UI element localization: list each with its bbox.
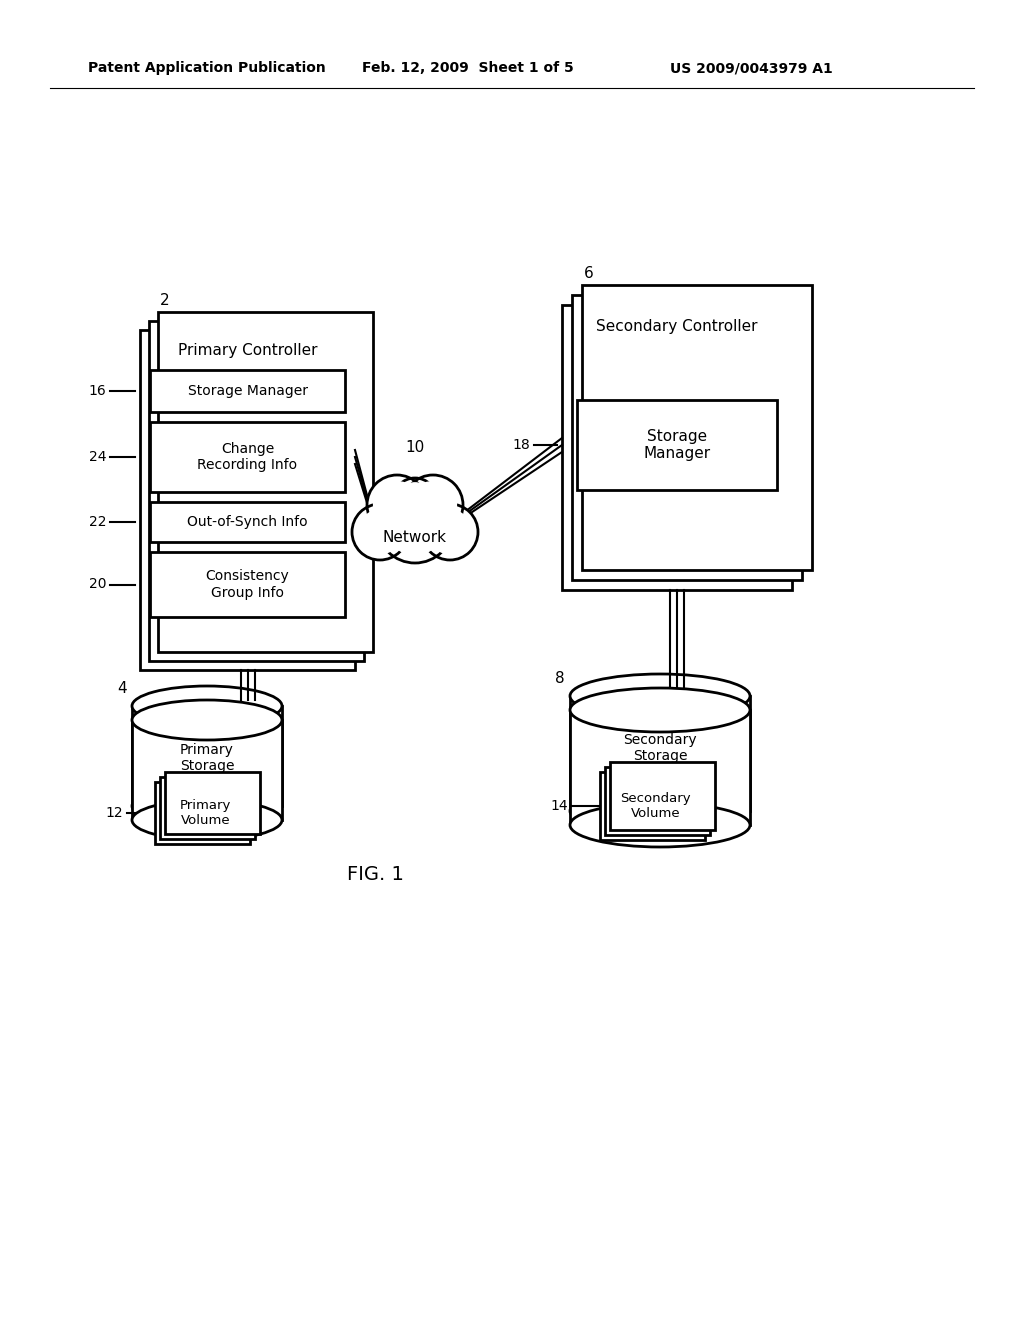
Bar [610, 762, 715, 830]
Ellipse shape [570, 789, 750, 833]
Bar [155, 781, 250, 843]
Ellipse shape [132, 800, 282, 840]
Bar [150, 422, 345, 492]
Text: 2: 2 [160, 293, 170, 308]
Circle shape [377, 487, 453, 564]
Bar [140, 330, 355, 671]
Text: 22: 22 [88, 515, 106, 529]
Text: Out-of-Synch Info: Out-of-Synch Info [187, 515, 308, 529]
Text: Change
Recording Info: Change Recording Info [198, 442, 298, 473]
Circle shape [358, 510, 401, 554]
Circle shape [352, 504, 408, 560]
Circle shape [393, 478, 437, 521]
Bar [562, 305, 792, 590]
Text: 12: 12 [105, 807, 123, 820]
Text: Primary
Storage: Primary Storage [180, 743, 234, 774]
Circle shape [367, 475, 427, 535]
Text: Network: Network [383, 531, 447, 545]
Bar [605, 767, 710, 836]
Bar [150, 502, 345, 543]
Text: Secondary Controller: Secondary Controller [596, 319, 758, 334]
Text: Secondary
Volume: Secondary Volume [621, 792, 691, 820]
Bar [582, 285, 812, 570]
Text: 20: 20 [88, 578, 106, 591]
Circle shape [385, 495, 444, 554]
Circle shape [422, 504, 478, 560]
Text: 10: 10 [406, 440, 424, 455]
Text: Storage Manager: Storage Manager [187, 384, 307, 399]
Bar [570, 710, 750, 825]
Text: Primary Controller: Primary Controller [178, 342, 317, 358]
Text: US 2009/0043979 A1: US 2009/0043979 A1 [670, 61, 833, 75]
Circle shape [428, 510, 472, 554]
Text: 6: 6 [584, 267, 594, 281]
Bar [132, 706, 282, 807]
Ellipse shape [570, 803, 750, 847]
Text: Patent Application Publication: Patent Application Publication [88, 61, 326, 75]
Ellipse shape [570, 675, 750, 718]
Bar [600, 772, 705, 840]
Bar [158, 312, 373, 652]
Text: Storage
Manager: Storage Manager [643, 429, 711, 461]
Bar [572, 294, 802, 579]
Text: 14: 14 [550, 799, 568, 813]
Text: 4: 4 [117, 681, 127, 696]
Circle shape [398, 483, 432, 517]
Circle shape [410, 482, 457, 528]
Bar [150, 321, 364, 661]
Text: FIG. 1: FIG. 1 [346, 866, 403, 884]
Ellipse shape [570, 688, 750, 733]
Text: 8: 8 [555, 671, 565, 686]
Ellipse shape [132, 700, 282, 741]
Circle shape [403, 475, 463, 535]
Ellipse shape [132, 785, 282, 826]
Text: 24: 24 [88, 450, 106, 465]
Text: Consistency
Group Info: Consistency Group Info [206, 569, 290, 599]
Bar [150, 370, 345, 412]
Text: Secondary
Storage: Secondary Storage [624, 733, 696, 763]
Bar [570, 696, 750, 810]
Circle shape [374, 482, 421, 528]
Bar [577, 400, 777, 490]
Text: Feb. 12, 2009  Sheet 1 of 5: Feb. 12, 2009 Sheet 1 of 5 [362, 61, 573, 75]
Text: 16: 16 [88, 384, 106, 399]
Ellipse shape [132, 686, 282, 726]
Text: Primary
Volume: Primary Volume [180, 799, 231, 828]
Bar [160, 777, 255, 840]
Bar [165, 772, 260, 834]
Bar [150, 552, 345, 616]
Text: 18: 18 [512, 438, 530, 451]
Bar [132, 719, 282, 820]
